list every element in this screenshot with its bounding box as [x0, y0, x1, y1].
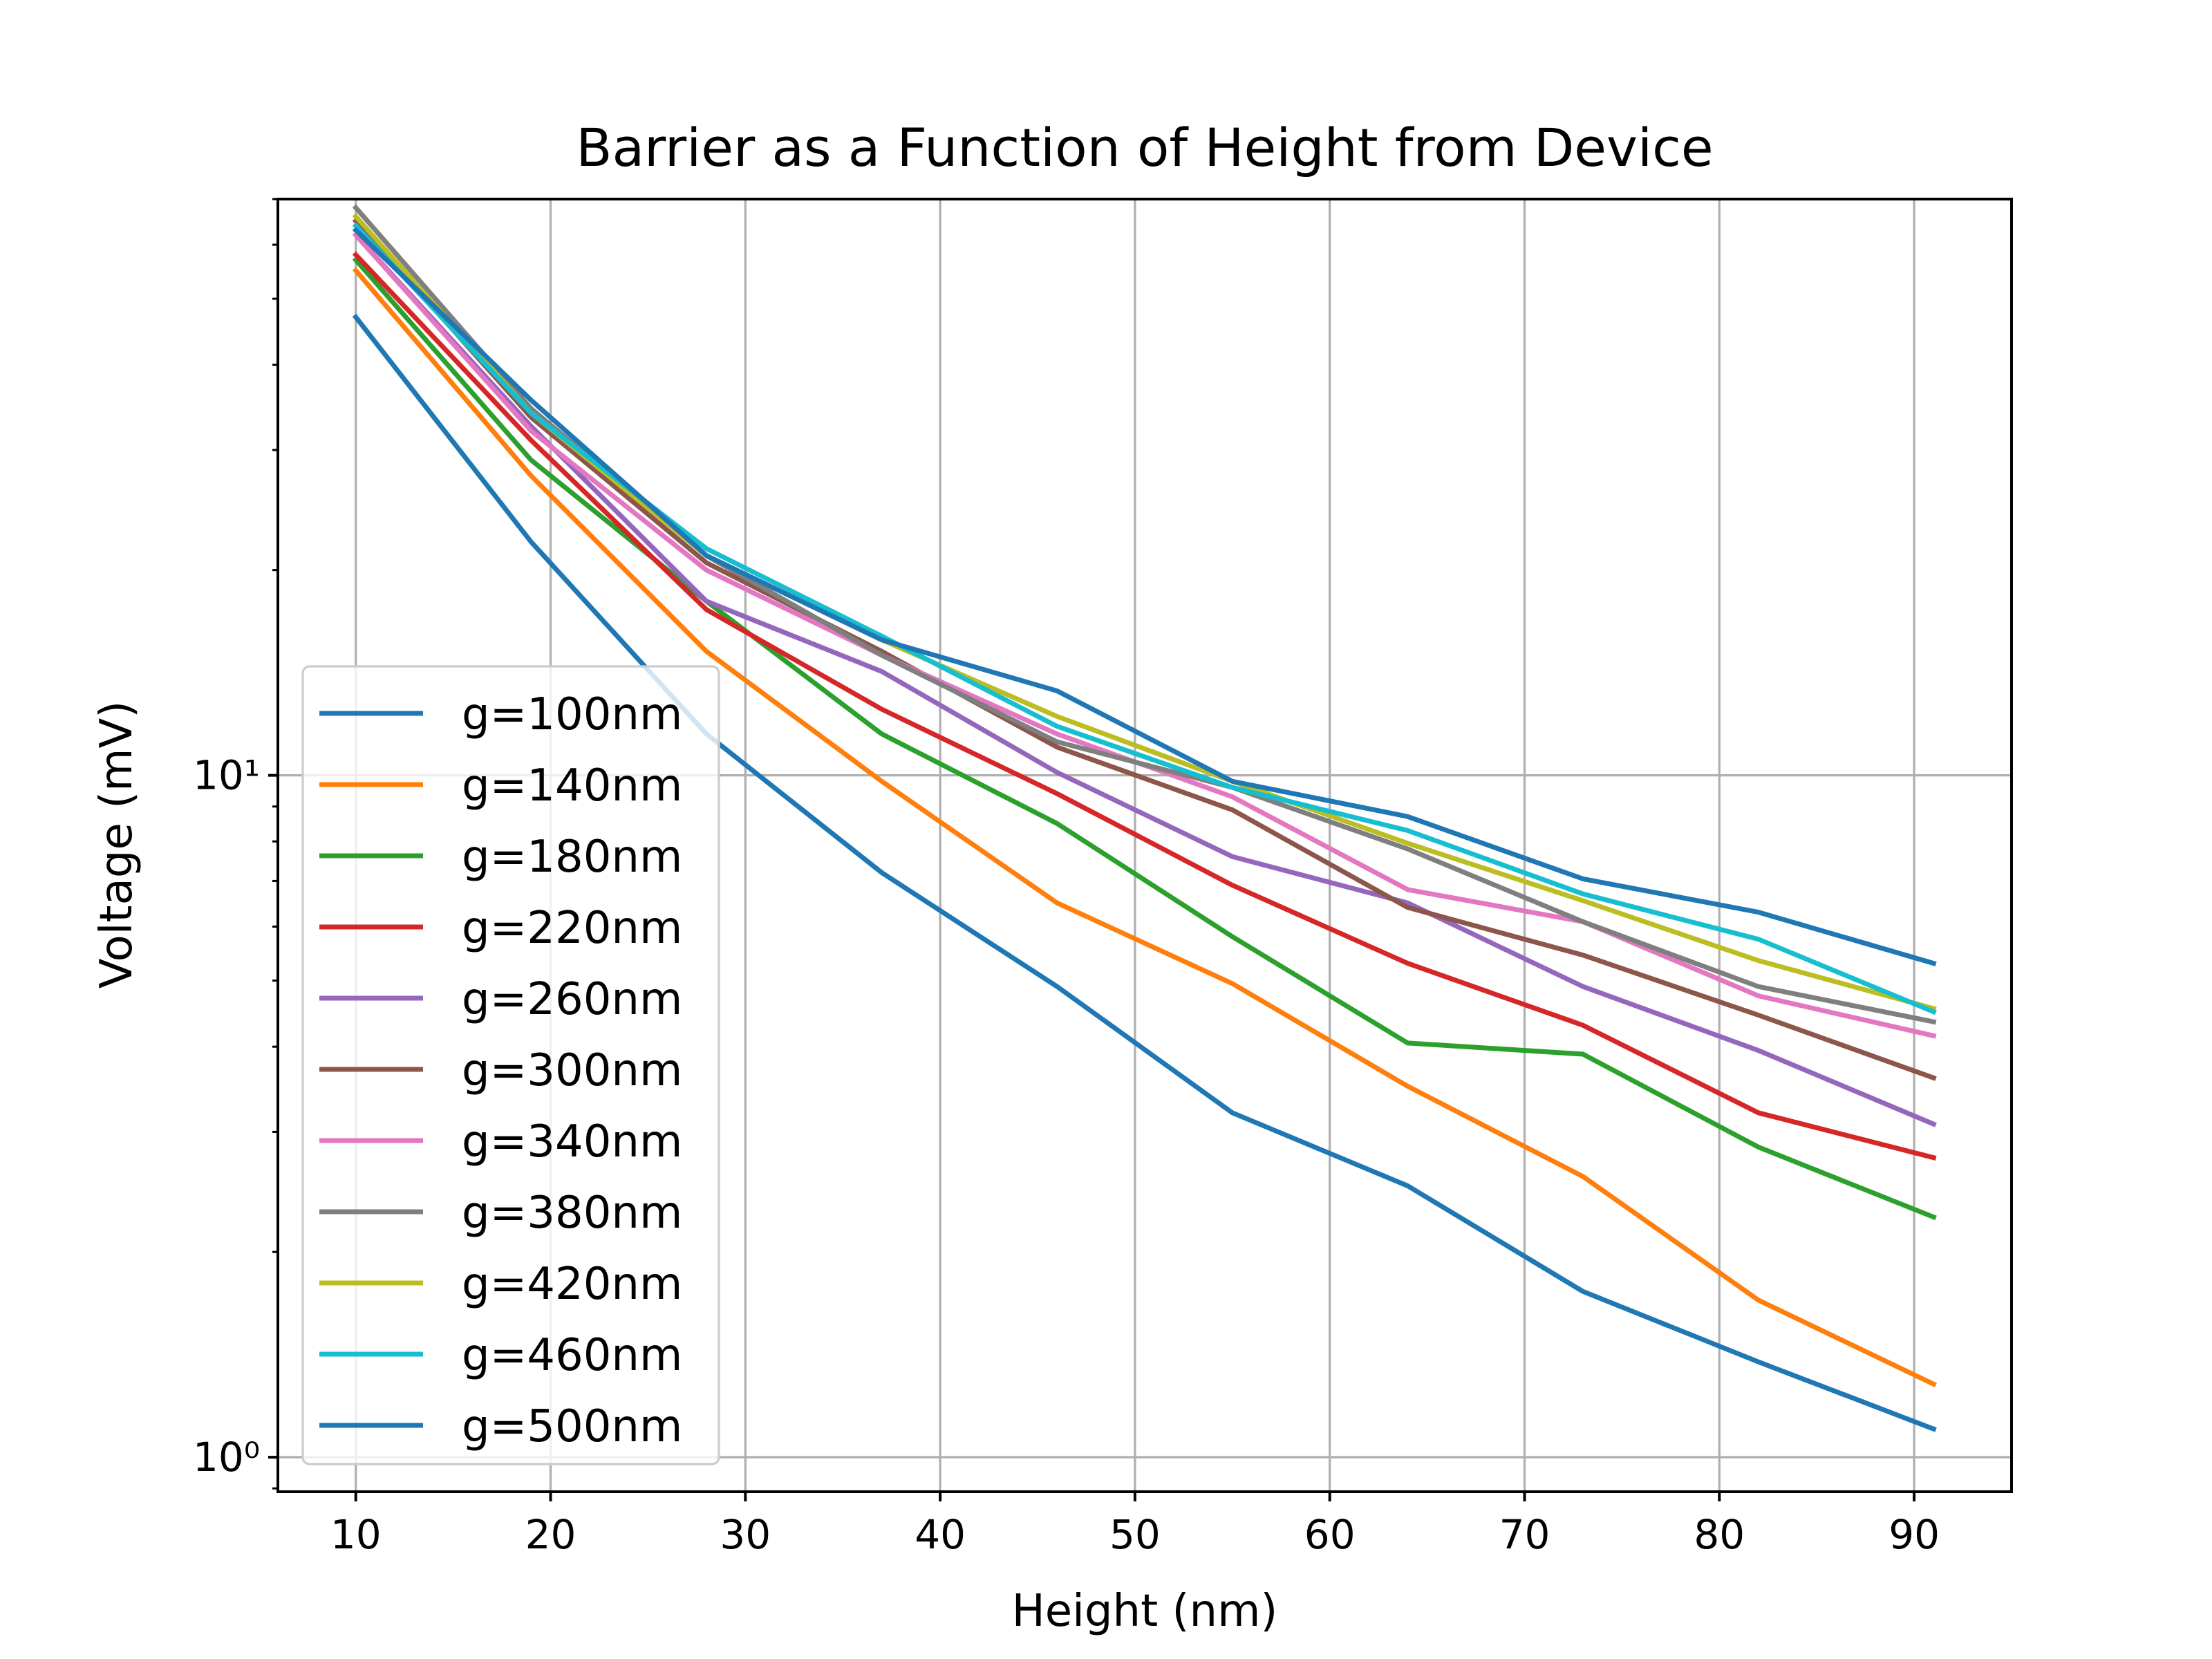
- plot-area-frame: [276, 198, 2013, 1493]
- series-line-g-140nm: [352, 267, 1937, 1387]
- series-line-g-180nm: [352, 256, 1937, 1221]
- x-tick-label: 20: [525, 1511, 577, 1558]
- legend-label: g=100nm: [462, 689, 682, 740]
- legend-label: g=380nm: [462, 1188, 682, 1239]
- x-tick-label: 70: [1499, 1511, 1550, 1558]
- legend-frame: [301, 665, 720, 1465]
- series-line-g-260nm: [352, 232, 1937, 1127]
- y-axis-ticks: 10⁰ 10¹: [193, 198, 278, 1490]
- x-tick-label: 80: [1694, 1511, 1745, 1558]
- chart-title: Barrier as a Function of Height from Dev…: [576, 117, 1713, 178]
- series-line-g-220nm: [352, 251, 1937, 1161]
- x-tick-label: 40: [915, 1511, 966, 1558]
- legend-label: g=460nm: [462, 1330, 682, 1381]
- legend-label: g=260nm: [462, 974, 682, 1025]
- plot-series: [352, 204, 1937, 1432]
- legend-label: g=180nm: [462, 832, 682, 883]
- x-tick-label: 60: [1304, 1511, 1356, 1558]
- legend-label: g=300nm: [462, 1045, 682, 1096]
- series-line-g-300nm: [352, 217, 1937, 1081]
- x-axis-label: Height (nm): [1012, 1586, 1278, 1637]
- series-line-g-100nm: [352, 313, 1937, 1432]
- legend-label: g=220nm: [462, 903, 682, 954]
- legend-label: g=340nm: [462, 1116, 682, 1168]
- series-line-g-420nm: [352, 213, 1937, 1012]
- x-axis-ticks: 10 20 30 40 50 60 70 80 90: [330, 1492, 1940, 1558]
- legend: g=100nm g=140nm g=180nm g=220nm g=260nm g=300…: [301, 665, 720, 1465]
- y-tick-label: 10⁰: [193, 1434, 260, 1481]
- x-tick-label: 30: [720, 1511, 771, 1558]
- x-tick-label: 10: [330, 1511, 382, 1558]
- x-tick-label: 50: [1109, 1511, 1161, 1558]
- y-axis-label: Voltage (mV): [91, 701, 142, 988]
- x-tick-label: 90: [1888, 1511, 1940, 1558]
- legend-label: g=420nm: [462, 1259, 682, 1310]
- y-tick-label: 10¹: [193, 752, 260, 799]
- legend-label: g=500nm: [462, 1401, 682, 1452]
- series-line-g-500nm: [352, 227, 1937, 966]
- legend-label: g=140nm: [462, 760, 682, 812]
